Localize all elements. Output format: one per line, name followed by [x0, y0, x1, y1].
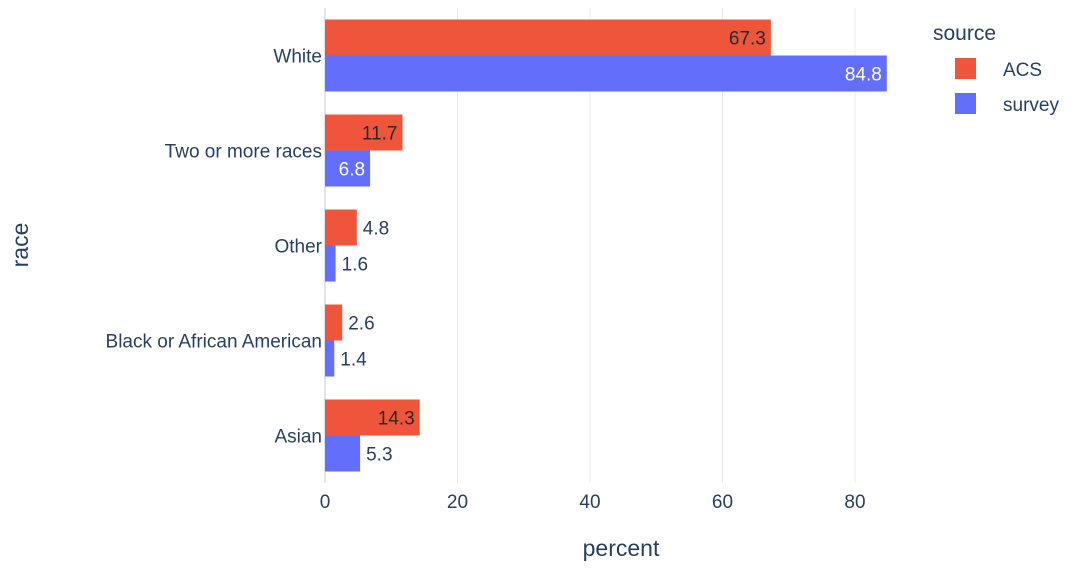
legend-item-survey[interactable]: survey — [955, 93, 1059, 116]
bar-survey — [325, 150, 371, 187]
data-label: 2.6 — [348, 314, 374, 335]
category-label: Asian — [274, 427, 322, 448]
bar-survey — [325, 435, 361, 472]
data-label: 14.3 — [378, 409, 415, 430]
legend-item-acs[interactable]: ACS — [955, 58, 1042, 81]
x-tick-label: 0 — [320, 492, 331, 513]
category-label: Black or African American — [106, 332, 322, 353]
bar-acs — [325, 304, 343, 341]
data-label: 67.3 — [729, 29, 766, 50]
data-label: 5.3 — [366, 445, 392, 466]
category-labels-layer: White Two or more races Other Black or Afri… — [106, 47, 323, 448]
legend-title: source — [933, 22, 996, 45]
legend-label: survey — [1003, 95, 1059, 116]
x-tick-label: 40 — [579, 492, 600, 513]
bar-survey — [325, 245, 336, 282]
legend-swatch — [955, 93, 976, 114]
legend-items: ACS survey — [955, 58, 1059, 116]
data-label: 1.4 — [340, 350, 367, 371]
category-label: Two or more races — [165, 142, 322, 163]
x-tick-label: 60 — [712, 492, 733, 513]
data-label: 6.8 — [339, 160, 365, 181]
data-labels-layer: 67.3 84.8 11.7 6.8 4.8 1.6 2.6 1.4 14.3 5.3 — [339, 29, 882, 466]
x-tick-label: 80 — [844, 492, 865, 513]
legend-label: ACS — [1003, 60, 1042, 81]
x-tick-label: 20 — [447, 492, 468, 513]
bar-acs — [325, 399, 420, 436]
data-label: 4.8 — [363, 219, 389, 240]
bar-acs — [325, 114, 403, 151]
data-label: 1.6 — [342, 255, 368, 276]
bar-survey — [325, 55, 887, 92]
data-label: 84.8 — [845, 65, 882, 86]
bar-acs — [325, 209, 357, 246]
bars-layer — [325, 19, 887, 472]
legend: source ACS survey — [933, 22, 1059, 116]
category-label: White — [273, 47, 322, 68]
x-tick-labels-layer: 0 20 40 60 80 — [320, 492, 866, 513]
legend-swatch — [955, 58, 976, 79]
bar-survey — [325, 340, 335, 377]
bar-acs — [325, 19, 771, 56]
category-label: Other — [274, 237, 322, 258]
data-label: 11.7 — [362, 124, 398, 145]
y-axis-title: race — [7, 223, 33, 268]
x-axis-title: percent — [583, 535, 660, 561]
